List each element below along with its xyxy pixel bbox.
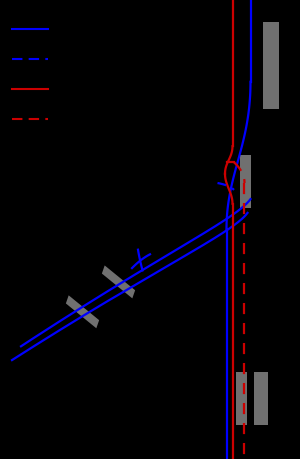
Bar: [262, 23, 279, 110]
Bar: [236, 372, 247, 425]
Bar: [254, 372, 268, 425]
Bar: [240, 156, 251, 209]
Bar: [66, 296, 99, 329]
Bar: [102, 266, 135, 299]
